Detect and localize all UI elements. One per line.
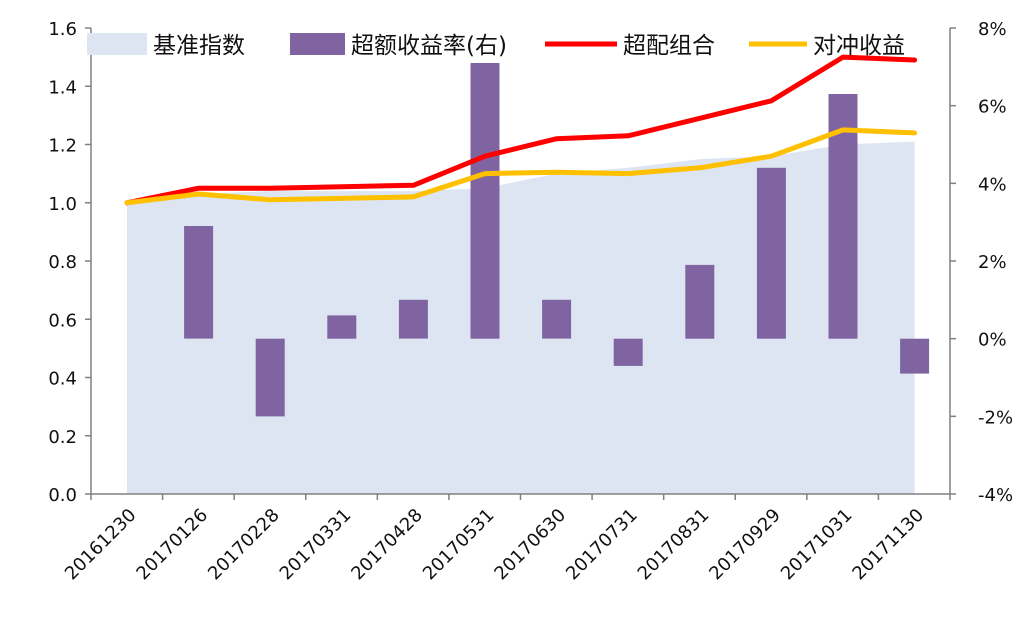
excess-return-bar-20170831 (685, 264, 715, 339)
legend: 基准指数 超额收益率(右) 超配组合 对冲收益 (87, 33, 905, 59)
x-tick-label: 20170428 (347, 505, 427, 585)
x-tick-label: 20170531 (419, 505, 499, 585)
left-tick-label: 1.2 (48, 136, 77, 157)
right-tick-label: 8% (978, 19, 1007, 40)
excess-return-bar-20170428 (398, 299, 428, 339)
x-tick-label: 20170929 (705, 505, 785, 585)
legend-swatch (290, 33, 345, 55)
left-tick-label: 1.0 (48, 194, 77, 215)
legend-label: 基准指数 (153, 33, 245, 59)
excess-return-bar-20170331 (327, 315, 357, 339)
x-tick-label: 20170831 (634, 505, 714, 585)
legend-swatch (87, 33, 147, 55)
benchmark-area-layer (127, 141, 915, 494)
legend-overweight: 超配组合 (545, 33, 715, 59)
excess-return-bar-20170929 (756, 167, 786, 339)
legend-label: 超额收益率(右) (351, 33, 507, 59)
legend-label: 对冲收益 (813, 33, 905, 59)
right-tick-label: 6% (978, 97, 1007, 118)
hedged-return-line (124, 127, 918, 206)
legend-excess-return: 超额收益率(右) (290, 33, 507, 59)
right-tick-label: -2% (978, 407, 1013, 428)
x-tick-label: 20170228 (204, 505, 284, 585)
excess-return-bar-20170531 (470, 63, 500, 339)
left-tick-label: 0.4 (48, 369, 77, 390)
left-tick-label: 0.6 (48, 310, 77, 331)
x-tick-label: 20170731 (562, 505, 642, 585)
x-tick-label: 20170331 (276, 505, 356, 585)
x-tick-label: 20170126 (132, 505, 212, 585)
left-tick-label: 1.4 (48, 77, 77, 98)
x-tick-label: 20171031 (777, 505, 857, 585)
x-tick-label: 20171130 (848, 505, 928, 585)
right-tick-label: 2% (978, 252, 1007, 273)
excess-return-bar-20171130 (900, 338, 930, 374)
left-tick-label: 0.8 (48, 252, 77, 273)
legend-label: 超配组合 (623, 33, 715, 59)
left-tick-label: 1.6 (48, 19, 77, 40)
left-tick-label: 0.2 (48, 427, 77, 448)
legend-hedged: 对冲收益 (749, 33, 905, 59)
excess-return-bar-20170630 (542, 299, 572, 339)
excess-return-bars-layer (184, 63, 930, 417)
legend-benchmark: 基准指数 (87, 33, 245, 59)
lines-layer (124, 54, 918, 206)
excess-return-bar-20170228 (255, 338, 285, 417)
left-tick-label: 0.0 (48, 485, 77, 506)
overweight-portfolio-line (124, 54, 918, 206)
benchmark-area (127, 141, 915, 494)
excess-return-bar-20170126 (184, 226, 214, 339)
excess-return-bar-20170731 (613, 338, 643, 366)
x-tick-label: 20170630 (490, 505, 570, 585)
right-tick-label: 4% (978, 174, 1007, 195)
x-tick-label: 20161230 (61, 505, 141, 585)
right-tick-label: -4% (978, 485, 1013, 506)
right-tick-label: 0% (978, 330, 1007, 351)
